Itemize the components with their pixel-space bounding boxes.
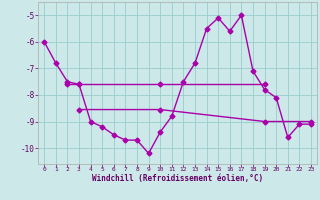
X-axis label: Windchill (Refroidissement éolien,°C): Windchill (Refroidissement éolien,°C): [92, 174, 263, 183]
